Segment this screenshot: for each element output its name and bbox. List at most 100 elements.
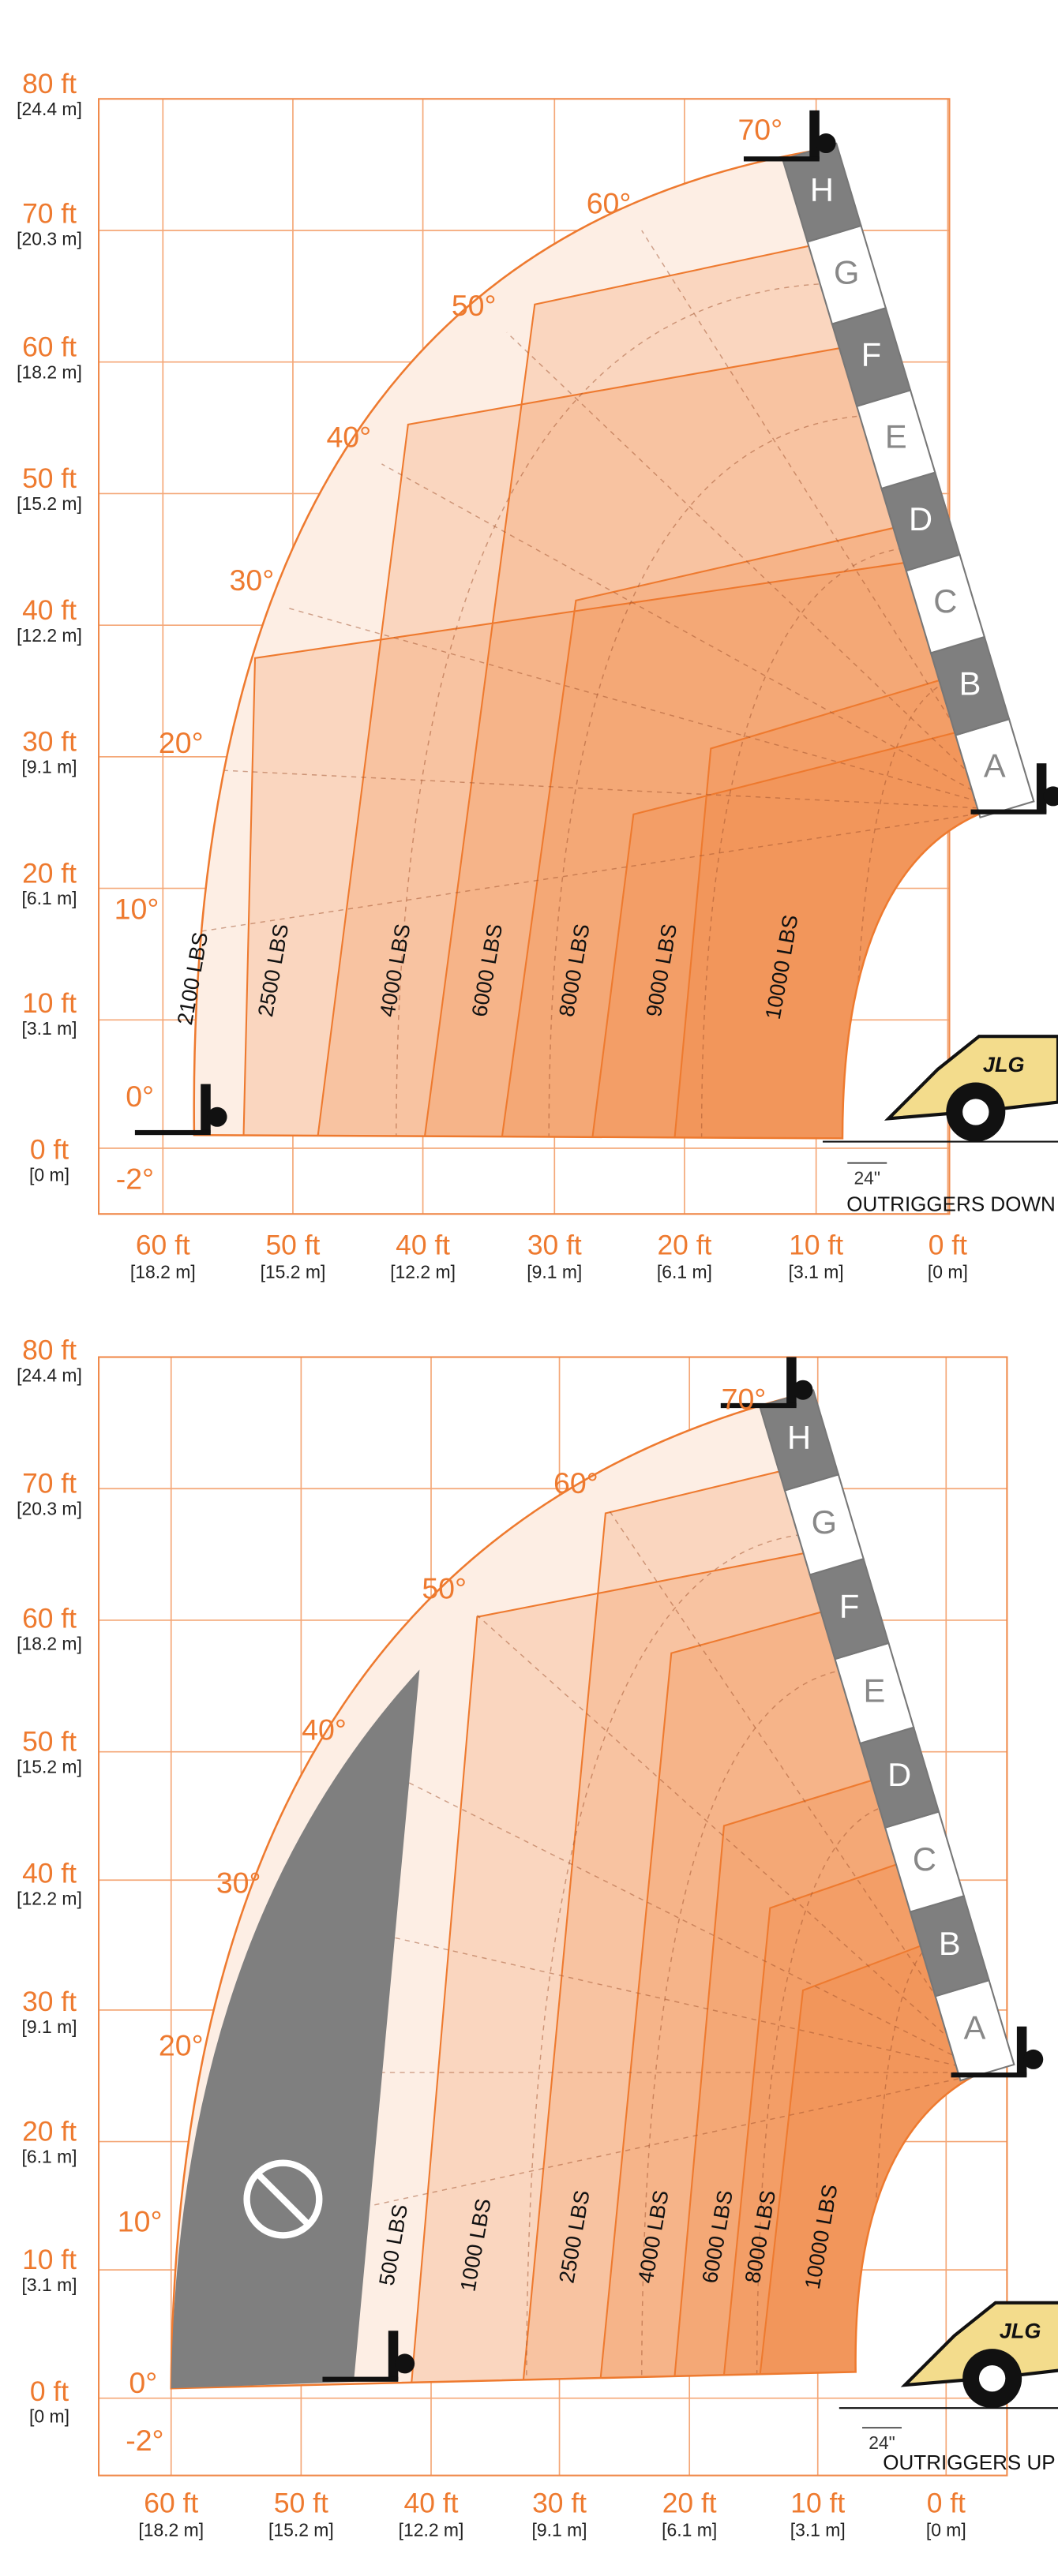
x-label-ft: 40 ft (396, 1229, 450, 1260)
angle-label: 70° (722, 1383, 767, 1416)
angle-label: 20° (159, 2029, 204, 2062)
y-label-ft: 60 ft (22, 331, 77, 362)
x-label-ft: 0 ft (927, 2488, 966, 2519)
fork (322, 2376, 399, 2382)
y-label-m: [3.1 m] (22, 1018, 77, 1039)
fork (1016, 2026, 1027, 2076)
y-label-m: [20.3 m] (17, 229, 82, 249)
angle-label: 0° (129, 2366, 157, 2399)
reach-arc (700, 545, 929, 1139)
angle-label: 20° (159, 726, 204, 759)
fork (1036, 763, 1047, 813)
y-label-ft: 30 ft (22, 726, 77, 758)
angle-label: 30° (216, 1866, 261, 1899)
x-label-m: [6.1 m] (657, 1261, 712, 1282)
fork (743, 156, 820, 162)
envelope-outline (170, 1397, 989, 2390)
y-label-ft: 40 ft (22, 594, 77, 626)
x-label-m: [12.2 m] (390, 1261, 456, 1282)
angle-label: 50° (452, 289, 497, 322)
envelope-outline (193, 150, 992, 1140)
x-label-ft: 20 ft (662, 2488, 717, 2519)
x-label-m: [18.2 m] (130, 1261, 196, 1282)
angle-label: 50° (422, 1571, 467, 1604)
boom-section-label: C (913, 1840, 936, 1878)
x-label-m: [0 m] (926, 2520, 966, 2540)
angle-ray (284, 606, 991, 811)
load-zone (591, 681, 991, 1139)
y-label-ft: 50 ft (22, 462, 77, 494)
fork (201, 1084, 211, 1134)
y-label-m: [3.1 m] (22, 2275, 77, 2295)
x-label-m: [3.1 m] (790, 2520, 846, 2540)
reach-arc (548, 414, 889, 1139)
load-zones (193, 171, 991, 1139)
y-label-m: [0 m] (29, 1164, 69, 1185)
y-label-ft: 10 ft (22, 2244, 77, 2275)
chart-caption: OUTRIGGERS UP (883, 2451, 1055, 2474)
y-label-m: [24.4 m] (17, 99, 82, 119)
x-label-m: [15.2 m] (261, 1261, 326, 1282)
x-label-ft: 60 ft (144, 2488, 198, 2519)
x-label-ft: 10 ft (789, 1229, 843, 1260)
y-label-m: [18.2 m] (17, 361, 82, 382)
y-label-ft: 70 ft (22, 198, 77, 230)
x-label-ft: 40 ft (404, 2488, 459, 2519)
x-label-m: [18.2 m] (138, 2520, 204, 2540)
load-chart-panel: A B C D E F G H JLG 24" OUTRIGGERS DOWN 80 ft[24.4 … (17, 68, 1058, 1282)
fork (951, 2072, 1027, 2078)
angle-ray (608, 1509, 988, 2073)
angle-label: 0° (126, 1080, 154, 1113)
x-label-ft: 0 ft (929, 1229, 967, 1260)
angle-label: 40° (326, 421, 371, 454)
no-go-icon (243, 2159, 323, 2239)
x-label-m: [0 m] (928, 1261, 968, 1282)
boom-section-label: D (887, 1756, 911, 1793)
boom-section-label: A (984, 747, 1006, 784)
y-label-m: [6.1 m] (22, 2146, 77, 2166)
angle-ray (213, 769, 991, 811)
loader-wheel-hub (962, 1099, 989, 1125)
angle-label: 30° (229, 564, 274, 597)
x-label-m: [9.1 m] (532, 2520, 587, 2540)
y-label-m: [6.1 m] (22, 888, 77, 908)
boom-section-label: H (787, 1419, 811, 1456)
x-label-ft: 50 ft (274, 2488, 328, 2519)
angle-ray (193, 808, 991, 937)
y-label-m: [9.1 m] (22, 2016, 77, 2037)
boom-section-label: F (839, 1588, 859, 1625)
y-label-m: [0 m] (29, 2406, 69, 2427)
dimension-label: 24" (854, 1168, 880, 1189)
angle-label: 60° (587, 187, 632, 220)
fork (720, 1402, 797, 1409)
y-label-ft: 60 ft (22, 1602, 77, 1634)
boom-section-label: E (863, 1672, 885, 1709)
boom-section-label: H (810, 171, 834, 208)
no-go-zone (171, 1669, 420, 2389)
fork (809, 110, 820, 160)
boom-section-label: A (964, 2009, 986, 2046)
x-label-m: [12.2 m] (399, 2520, 464, 2540)
y-label-ft: 20 ft (22, 857, 77, 889)
y-label-ft: 30 ft (22, 1986, 77, 2017)
x-label-ft: 20 ft (657, 1229, 711, 1260)
x-label-m: [3.1 m] (789, 1261, 844, 1282)
angle-label: -2° (126, 2424, 163, 2457)
loader-logo: JLG (1000, 2318, 1041, 2342)
y-label-ft: 0 ft (30, 2376, 69, 2407)
y-label-ft: 80 ft (22, 68, 77, 99)
boom-section-label: G (812, 1503, 837, 1541)
fork (816, 133, 836, 154)
fork (395, 2353, 415, 2374)
load-envelope (193, 151, 991, 1139)
x-label-m: [9.1 m] (527, 1261, 582, 1282)
dimension-label: 24" (869, 2432, 895, 2453)
chart-caption: OUTRIGGERS DOWN (846, 1193, 1056, 1216)
y-label-m: [9.1 m] (22, 757, 77, 777)
reach-arc (756, 1802, 907, 2386)
angle-label: -2° (116, 1162, 154, 1195)
x-label-ft: 30 ft (532, 2488, 587, 2519)
no-go-icon (256, 2172, 310, 2226)
boom-section-label: B (939, 1925, 961, 1962)
loader-wheel-hub (978, 2365, 1006, 2392)
